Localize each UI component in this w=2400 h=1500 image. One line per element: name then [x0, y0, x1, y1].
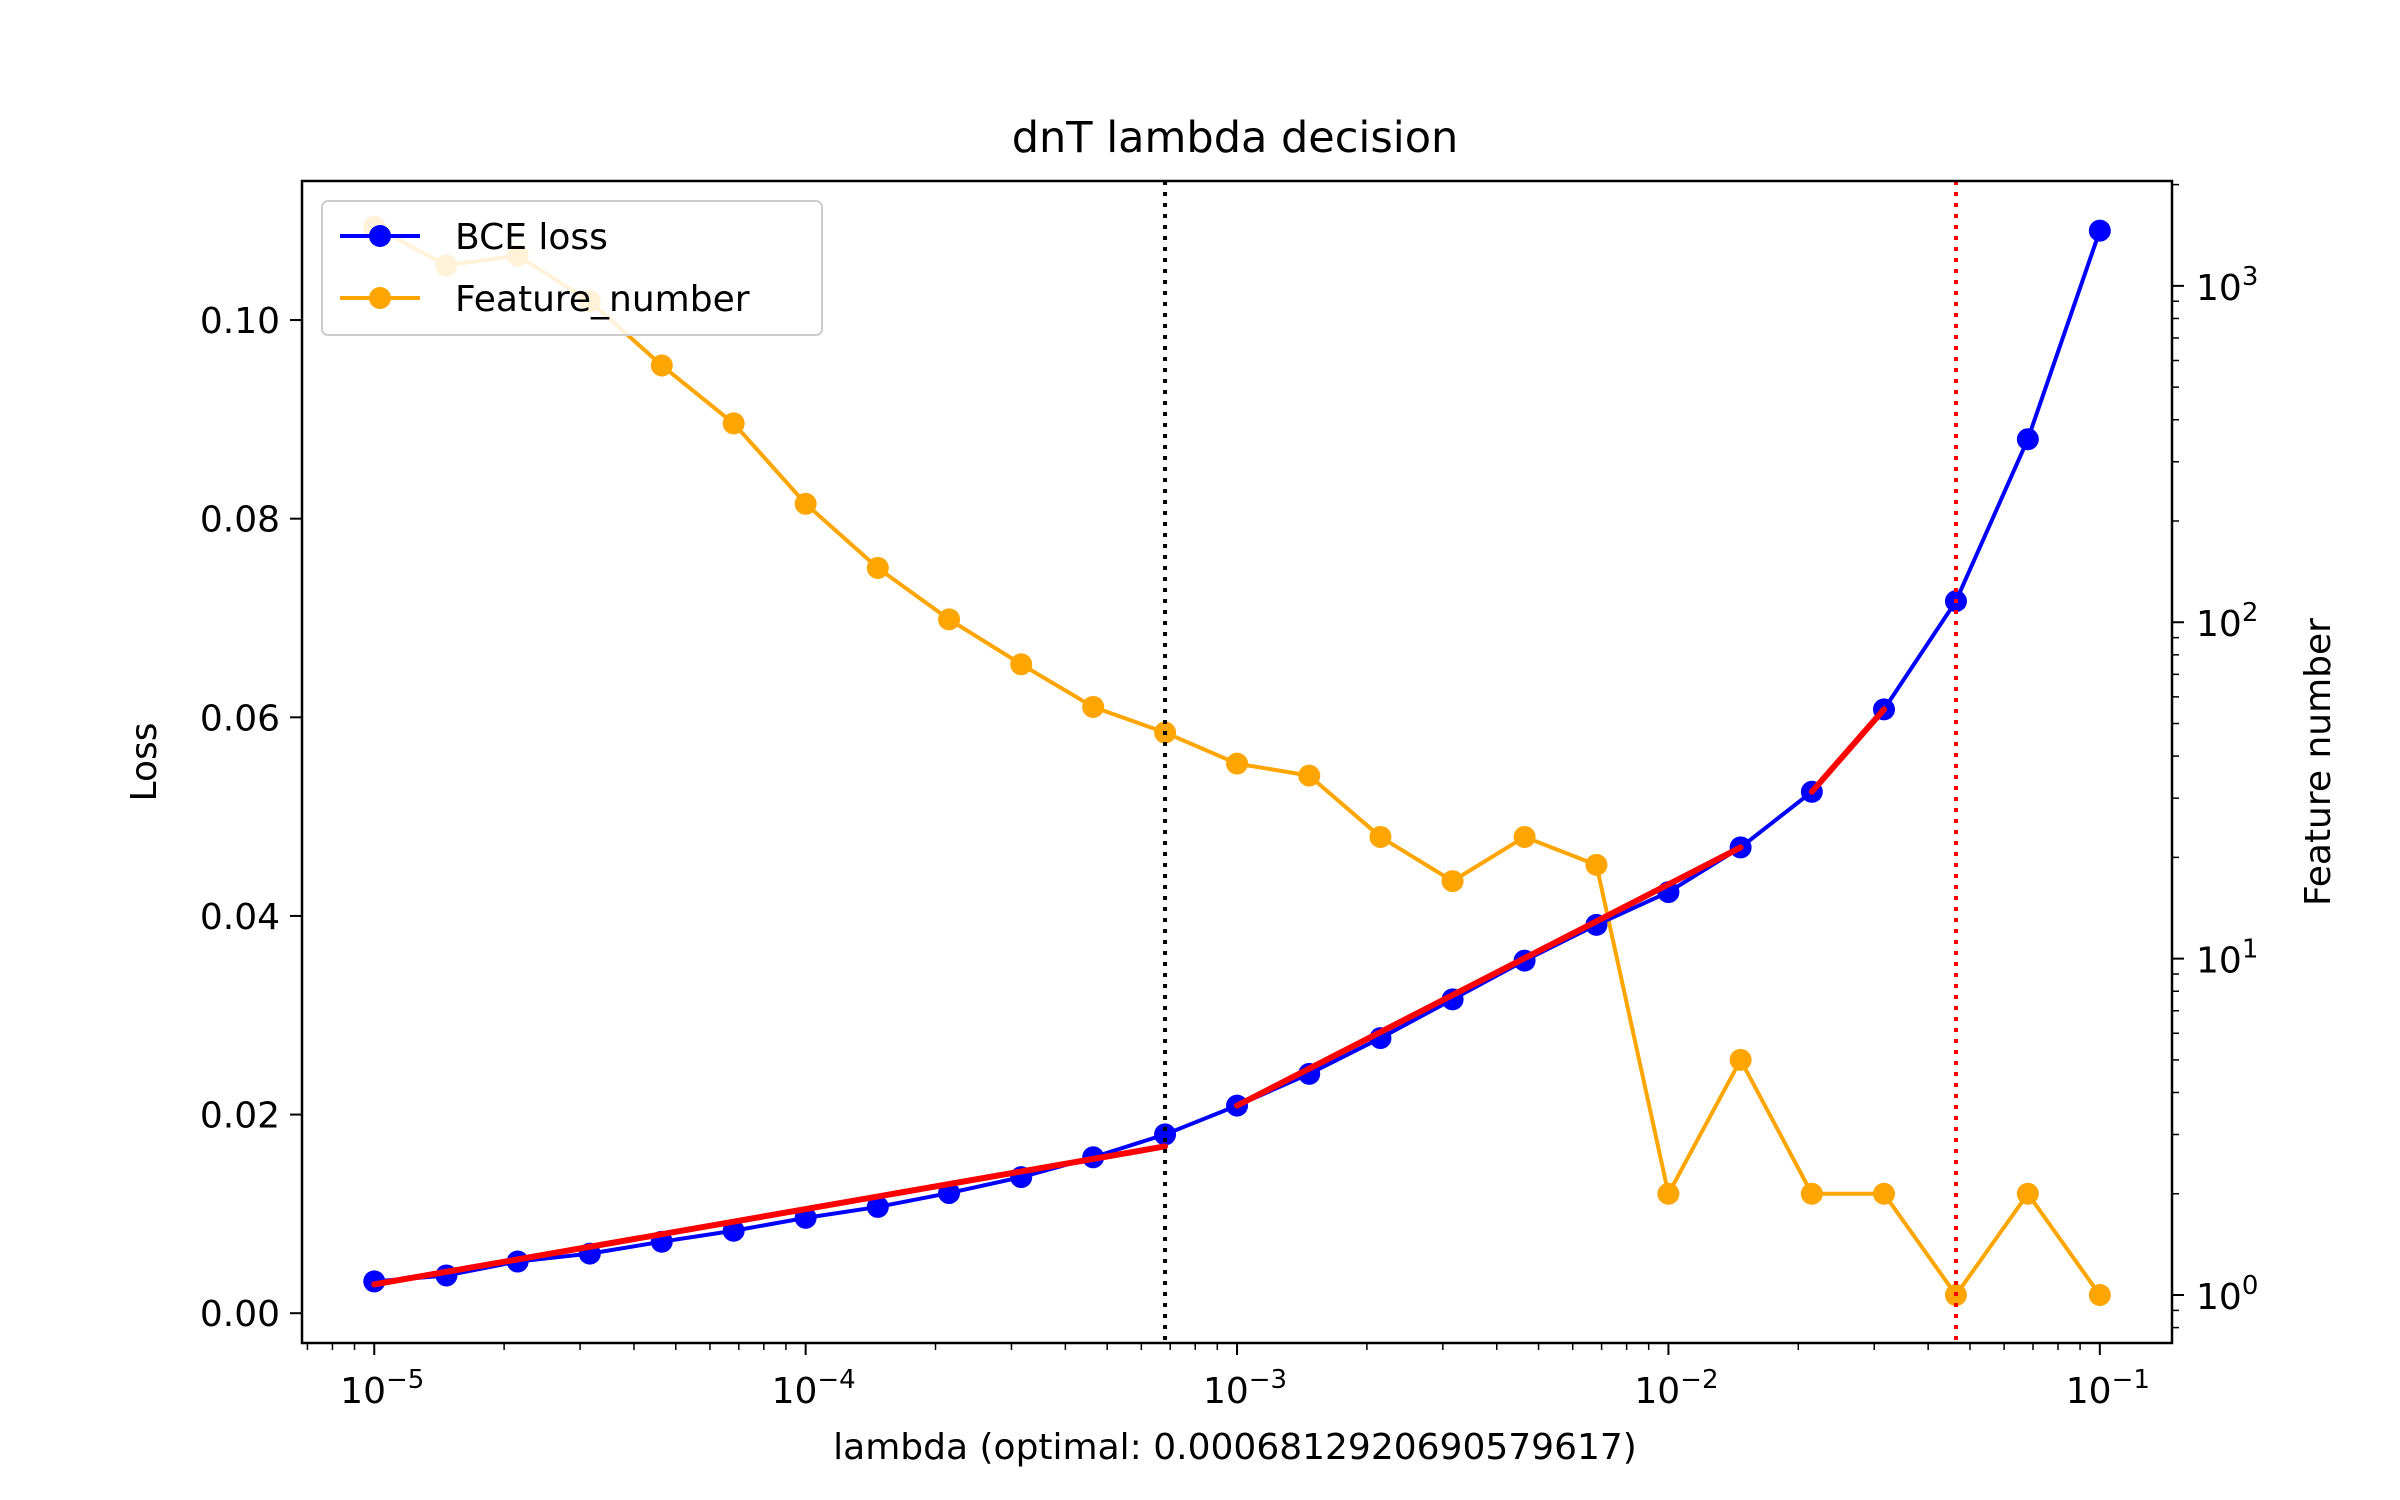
- chart-title: dnT lambda decision: [1012, 113, 1459, 163]
- x-axis-label: lambda (optimal: 0.0006812920690579617): [833, 1427, 1637, 1468]
- legend-label-bce-loss: BCE loss: [455, 217, 608, 258]
- plot-area: [363, 181, 2111, 1343]
- feature-number-point: [1657, 1182, 1680, 1205]
- feature-number-point: [1513, 825, 1536, 848]
- y-axis-label: Loss: [124, 723, 165, 802]
- feature-number-point: [1585, 853, 1608, 876]
- feature-number-point: [1441, 870, 1464, 893]
- y2-tick-label: 100: [2196, 1271, 2258, 1318]
- feature-number-point: [1369, 825, 1392, 848]
- legend-box: [321, 200, 823, 336]
- legend-label-feature-number: Feature_number: [455, 279, 750, 320]
- feature-number-point: [938, 608, 961, 631]
- x-tick-label: 10−4: [772, 1365, 856, 1412]
- feature-number-point: [1729, 1048, 1752, 1071]
- y-tick-label: 0.04: [200, 897, 280, 938]
- y2-tick-label: 103: [2196, 262, 2258, 309]
- bce-loss-point: [866, 1195, 889, 1218]
- bce-loss-point: [2016, 428, 2039, 451]
- legend-marker-feature-number: [369, 287, 391, 309]
- fit-segment: [371, 1143, 1169, 1288]
- feature-number-point: [1082, 695, 1105, 718]
- feature-number-point: [650, 354, 673, 377]
- feature-number-point: [866, 556, 889, 579]
- legend: BCE loss Feature_number: [321, 200, 823, 336]
- x-tick-label: 10−3: [1203, 1365, 1287, 1412]
- y2-tick-label: 101: [2196, 935, 2258, 982]
- feature-number-point: [794, 492, 817, 515]
- feature-number-point: [1226, 752, 1249, 775]
- axes: 10−5 10−4 10−3 10−2 10−1 0.00 0.02 0.04 0.06 0.08…: [200, 183, 2258, 1412]
- x-tick-label: 10−2: [1634, 1365, 1718, 1412]
- feature-number-point: [1298, 764, 1321, 787]
- feature-number-point: [2016, 1182, 2039, 1205]
- y-tick-label: 0.00: [200, 1294, 280, 1335]
- fit-segment: [1234, 844, 1744, 1109]
- legend-marker-bce-loss: [369, 225, 391, 247]
- feature-number-point: [1010, 653, 1033, 676]
- x-tick-label: 10−1: [2066, 1365, 2150, 1412]
- x-tick-label: 10−5: [340, 1365, 424, 1412]
- fit-segment: [1808, 706, 1887, 795]
- feature-number-point: [1800, 1182, 1823, 1205]
- y-tick-label: 0.08: [200, 500, 280, 541]
- bce-loss-point: [1154, 1123, 1177, 1146]
- feature-number-point: [722, 412, 745, 435]
- y2-tick-label: 102: [2196, 598, 2258, 645]
- y-tick-label: 0.06: [200, 698, 280, 739]
- bce-loss-point: [2088, 219, 2111, 242]
- y-tick-label: 0.10: [200, 301, 280, 342]
- feature-number-point: [2088, 1284, 2111, 1307]
- y2-axis-label: Feature number: [2298, 618, 2339, 906]
- y-tick-label: 0.02: [200, 1096, 280, 1137]
- feature-number-point: [1872, 1182, 1895, 1205]
